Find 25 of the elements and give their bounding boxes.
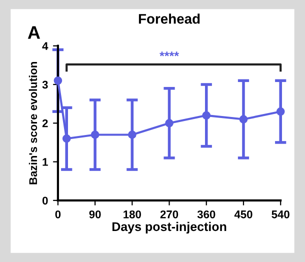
point bbox=[276, 107, 285, 116]
point bbox=[54, 76, 62, 85]
y-tick-label: 4 bbox=[42, 42, 48, 50]
point bbox=[128, 130, 136, 139]
x-tick-label: 360 bbox=[197, 210, 216, 218]
text: A bbox=[28, 26, 40, 39]
y-axis-title: Bazin's score evolution bbox=[28, 62, 38, 184]
point bbox=[202, 111, 211, 120]
x-tick-label: 180 bbox=[124, 210, 141, 218]
chart-title: Forehead bbox=[138, 14, 200, 24]
x-tick-label: 90 bbox=[89, 210, 101, 218]
x-tick-label: 0 bbox=[55, 210, 61, 218]
x-tick-label: 450 bbox=[234, 210, 252, 218]
x-tick-label: 540 bbox=[272, 210, 290, 218]
x-tick-label: 270 bbox=[160, 210, 178, 218]
y-tick-label: 2 bbox=[42, 119, 48, 128]
y-tick-label: 0 bbox=[42, 196, 48, 205]
x-axis-title: Days post-injection bbox=[112, 222, 226, 234]
point bbox=[239, 115, 248, 124]
annotation: **** bbox=[160, 52, 179, 56]
y-tick-label: 1 bbox=[42, 158, 48, 166]
point bbox=[90, 130, 100, 139]
y-tick-label: 3 bbox=[42, 80, 48, 89]
point bbox=[62, 134, 71, 143]
point bbox=[165, 118, 174, 128]
